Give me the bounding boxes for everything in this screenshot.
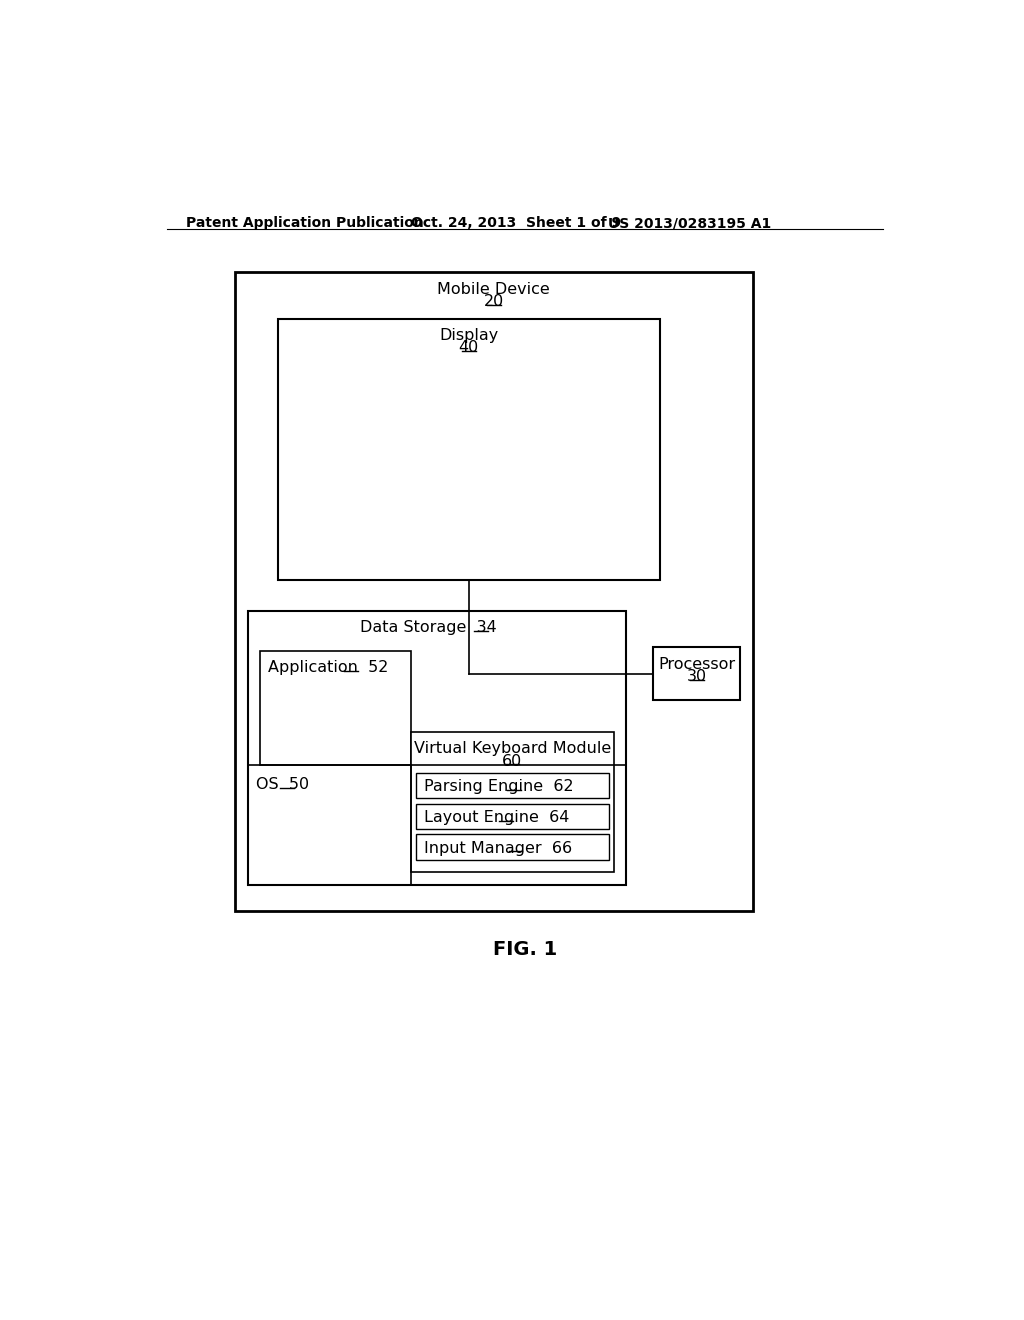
Text: FIG. 1: FIG. 1: [493, 940, 557, 958]
FancyBboxPatch shape: [417, 834, 608, 859]
Text: 60: 60: [503, 754, 522, 768]
FancyBboxPatch shape: [234, 272, 753, 911]
FancyBboxPatch shape: [417, 804, 608, 829]
Text: 40: 40: [459, 341, 479, 355]
FancyBboxPatch shape: [417, 774, 608, 799]
Text: Data Storage  34: Data Storage 34: [359, 620, 497, 635]
Text: US 2013/0283195 A1: US 2013/0283195 A1: [608, 216, 772, 230]
FancyBboxPatch shape: [248, 611, 627, 884]
FancyBboxPatch shape: [411, 733, 614, 873]
Text: Application  52: Application 52: [267, 660, 388, 676]
Text: 20: 20: [483, 294, 504, 309]
FancyBboxPatch shape: [653, 647, 740, 700]
Text: Mobile Device: Mobile Device: [437, 281, 550, 297]
Text: Display: Display: [439, 327, 499, 343]
Text: Layout Engine  64: Layout Engine 64: [424, 810, 569, 825]
Text: Patent Application Publication: Patent Application Publication: [186, 216, 424, 230]
Text: Virtual Keyboard Module: Virtual Keyboard Module: [414, 742, 611, 756]
Text: Parsing Engine  62: Parsing Engine 62: [424, 779, 573, 795]
Text: OS  50: OS 50: [256, 777, 309, 792]
FancyBboxPatch shape: [278, 318, 659, 581]
Text: Oct. 24, 2013  Sheet 1 of 9: Oct. 24, 2013 Sheet 1 of 9: [411, 216, 621, 230]
Text: Processor: Processor: [658, 656, 735, 672]
Text: 30: 30: [687, 669, 707, 684]
Text: Input Manager  66: Input Manager 66: [424, 841, 572, 855]
FancyBboxPatch shape: [260, 651, 411, 766]
